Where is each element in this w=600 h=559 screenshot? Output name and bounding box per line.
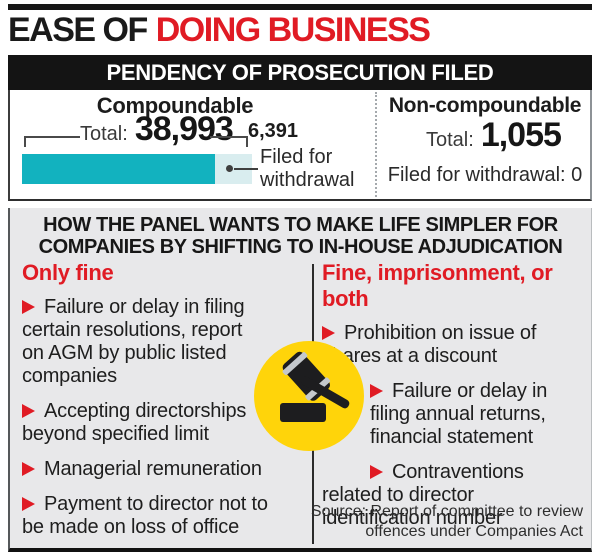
bullet-text: Payment to director not to be made on lo… bbox=[22, 493, 268, 538]
total-value: 1,055 bbox=[480, 116, 562, 154]
compoundable-bar-pending-segment bbox=[22, 154, 215, 184]
bullet-text: Failure or delay in filing certain resol… bbox=[22, 296, 245, 387]
non-compoundable-heading: Non-compoundable bbox=[388, 94, 582, 117]
bullet-text: Failure or delay in filing annual return… bbox=[370, 380, 548, 448]
withdrawal-value: 6,391 bbox=[248, 120, 299, 142]
non-compoundable-withdrawal: Filed for withdrawal: 0 bbox=[387, 164, 583, 186]
fine-imprisonment-column: Fine, imprisonment, or both Prohibition … bbox=[322, 260, 586, 542]
list-item: Prohibition on issue of shares at a disc… bbox=[322, 322, 586, 368]
bracket-left bbox=[24, 136, 80, 147]
list-item: Failure or delay in filing annual return… bbox=[322, 380, 586, 449]
list-item: Payment to director not to be made on lo… bbox=[22, 493, 300, 539]
compoundable-bar bbox=[22, 154, 252, 184]
top-rule bbox=[8, 4, 592, 10]
non-compoundable-total: Total: 1,055 bbox=[426, 116, 562, 155]
arrow-bullet-icon bbox=[370, 465, 383, 479]
arrow-bullet-icon bbox=[22, 462, 35, 476]
total-value: 38,993 bbox=[134, 110, 234, 148]
adjudication-panel: HOW THE PANEL WANTS TO MAKE LIFE SIMPLER… bbox=[8, 208, 592, 552]
bullet-text: Contraventions related to director ident… bbox=[322, 461, 524, 529]
list-item: Failure or delay in filing certain resol… bbox=[22, 296, 300, 388]
arrow-bullet-icon bbox=[370, 384, 383, 398]
total-label: Total: bbox=[80, 123, 128, 145]
arrow-bullet-icon bbox=[22, 404, 35, 418]
page-title: EASE OF DOING BUSINESS bbox=[8, 11, 431, 50]
gavel-icon bbox=[254, 341, 364, 451]
panel-heading: HOW THE PANEL WANTS TO MAKE LIFE SIMPLER… bbox=[38, 214, 563, 259]
non-compoundable-section: Non-compoundable Total: 1,055 Filed for … bbox=[376, 90, 594, 201]
list-item: Managerial remuneration bbox=[22, 458, 300, 481]
compoundable-heading: Compoundable bbox=[96, 93, 254, 118]
only-fine-column: Only fine Failure or delay in filing cer… bbox=[22, 260, 300, 551]
bullet-text: Prohibition on issue of shares at a disc… bbox=[322, 322, 537, 367]
only-fine-heading: Only fine bbox=[22, 260, 114, 285]
list-item: Accepting directorships beyond specified… bbox=[22, 400, 300, 446]
list-item: Contraventions related to director ident… bbox=[322, 461, 586, 530]
pendency-box: Compoundable Total: 38,993 6,391 Filed f… bbox=[8, 90, 592, 201]
bullet-text: Managerial remuneration bbox=[44, 458, 262, 480]
bracket-right bbox=[210, 136, 248, 147]
dashed-divider bbox=[375, 92, 377, 197]
arrow-bullet-icon bbox=[22, 300, 35, 314]
arrow-bullet-icon bbox=[322, 326, 335, 340]
source-note: Source: Report of committee to review of… bbox=[310, 503, 583, 540]
leader-line bbox=[234, 168, 258, 170]
arrow-bullet-icon bbox=[22, 497, 35, 511]
bullet-text: Accepting directorships beyond specified… bbox=[22, 400, 247, 445]
compoundable-total: Total: 38,993 bbox=[80, 110, 234, 149]
title-black-part: EASE OF bbox=[8, 11, 148, 49]
total-label: Total: bbox=[426, 129, 474, 151]
withdrawal-label: Filed for withdrawal bbox=[260, 146, 355, 191]
title-red-part: DOING BUSINESS bbox=[155, 11, 431, 49]
section-banner: PENDENCY OF PROSECUTION FILED bbox=[8, 55, 592, 90]
compoundable-section: Compoundable Total: 38,993 6,391 Filed f… bbox=[10, 90, 375, 201]
leader-dot bbox=[226, 165, 233, 172]
fine-imprisonment-heading: Fine, imprisonment, or both bbox=[322, 260, 553, 311]
